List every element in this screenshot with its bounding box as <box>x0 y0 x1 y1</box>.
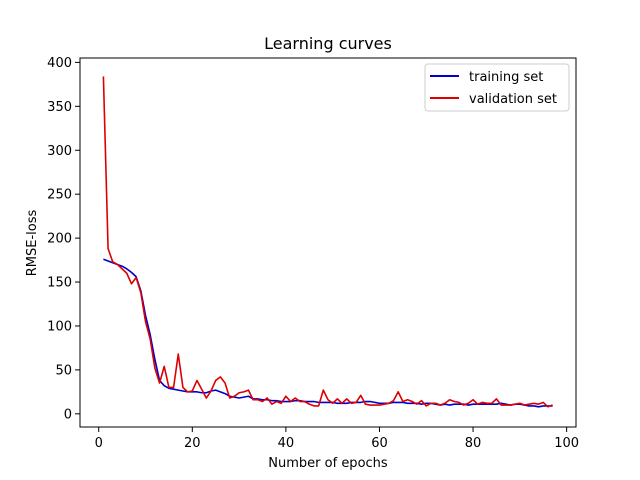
y-tick-label: 0 <box>64 407 72 422</box>
plot-area <box>79 57 577 428</box>
y-tick-label: 150 <box>47 276 72 291</box>
legend-label: validation set <box>469 92 557 107</box>
y-axis-label: RMSE-loss <box>25 210 40 277</box>
x-tick-label: 20 <box>184 436 201 451</box>
y-tick-label: 400 <box>47 56 72 71</box>
y-axis: 0 50 100 150 200 250 300 350 400 <box>47 56 80 422</box>
x-tick-label: 100 <box>554 436 579 451</box>
series-line-training <box>103 258 553 408</box>
y-tick-label: 250 <box>47 188 72 203</box>
legend-label: training set <box>469 70 543 85</box>
x-tick-label: 60 <box>371 436 388 451</box>
series-layer <box>102 76 553 408</box>
y-tick-label: 50 <box>55 363 72 378</box>
y-tick-label: 350 <box>47 100 72 115</box>
x-axis: 0 20 40 60 80 100 <box>95 427 579 451</box>
y-tick-label: 300 <box>47 144 72 159</box>
legend: training set validation set <box>424 63 570 112</box>
x-tick-label: 40 <box>278 436 295 451</box>
x-tick-label: 0 <box>95 436 103 451</box>
x-axis-label: Number of epochs <box>268 456 388 471</box>
legend-box <box>424 63 570 112</box>
series-line-validation <box>102 76 553 408</box>
y-tick-label: 100 <box>47 319 72 334</box>
chart-title: Learning curves <box>264 34 392 53</box>
x-tick-label: 80 <box>465 436 482 451</box>
y-tick-label: 200 <box>47 232 72 247</box>
